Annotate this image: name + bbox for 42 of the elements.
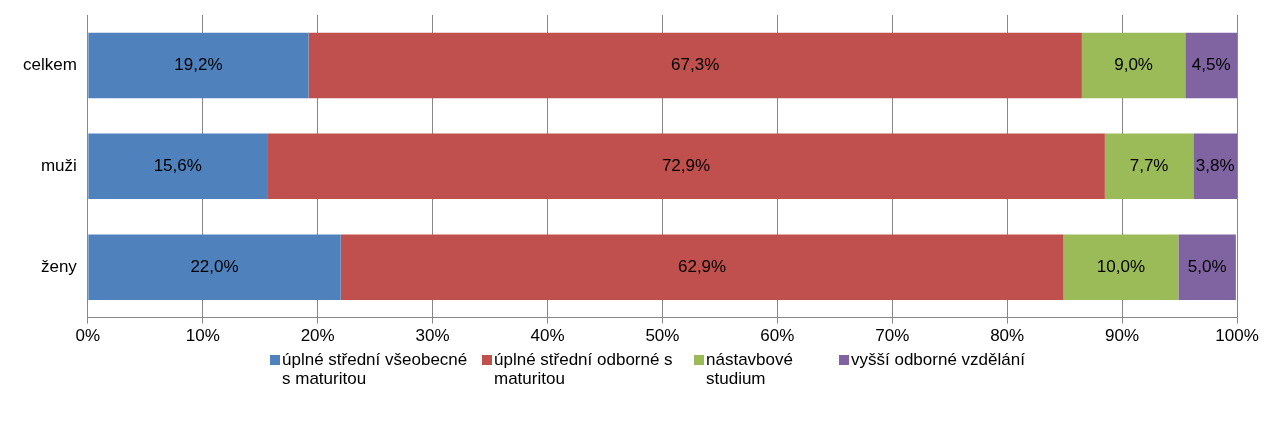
x-tick-label: 60% [760, 326, 795, 346]
bar [1081, 32, 1186, 99]
y-tick-label: ženy [40, 256, 78, 276]
data-label: 3,8% [1195, 155, 1235, 175]
x-tick-label: 30% [415, 326, 450, 346]
data-label: 4,5% [1191, 55, 1231, 75]
data-label: 62,9% [677, 256, 727, 276]
legend-label: úplné střední odborné s maturitou [494, 350, 674, 388]
x-tick-label: 40% [530, 326, 565, 346]
legend-label: nástavbové studium [706, 350, 794, 388]
data-label: 19,2% [174, 55, 223, 75]
y-tick-label: celkem [22, 55, 77, 75]
bar [88, 133, 268, 200]
data-label: 22,0% [190, 256, 239, 276]
bar [1104, 133, 1194, 200]
x-tick-label: 10% [185, 326, 220, 346]
data-label: 5,0% [1187, 256, 1227, 276]
bar [267, 133, 1105, 200]
x-tick-label: 70% [875, 326, 910, 346]
x-tick-label: 0% [75, 326, 101, 346]
data-label: 10,0% [1096, 256, 1146, 276]
x-tick-label: 80% [990, 326, 1025, 346]
x-tick-label: 100% [1215, 326, 1259, 346]
bar [1063, 234, 1179, 300]
legend-label: vyšší odborné vzdělání [851, 350, 1026, 369]
data-label: 9,0% [1114, 55, 1153, 75]
y-tick-label: muži [40, 155, 77, 175]
bar [88, 234, 341, 300]
bar [1178, 234, 1236, 300]
data-label: 15,6% [153, 155, 202, 175]
bar [340, 234, 1064, 300]
x-tick-label: 90% [1105, 326, 1140, 346]
data-label: 72,9% [661, 155, 711, 175]
data-label: 67,3% [671, 55, 720, 75]
bar [88, 32, 309, 99]
bar [308, 32, 1082, 99]
bar [1185, 32, 1237, 99]
legend-label: úplné střední všeobecné s maturitou [282, 350, 469, 388]
bar [1193, 133, 1237, 200]
data-label: 7,7% [1129, 155, 1169, 175]
x-tick-label: 50% [645, 326, 680, 346]
x-tick-label: 20% [300, 326, 335, 346]
